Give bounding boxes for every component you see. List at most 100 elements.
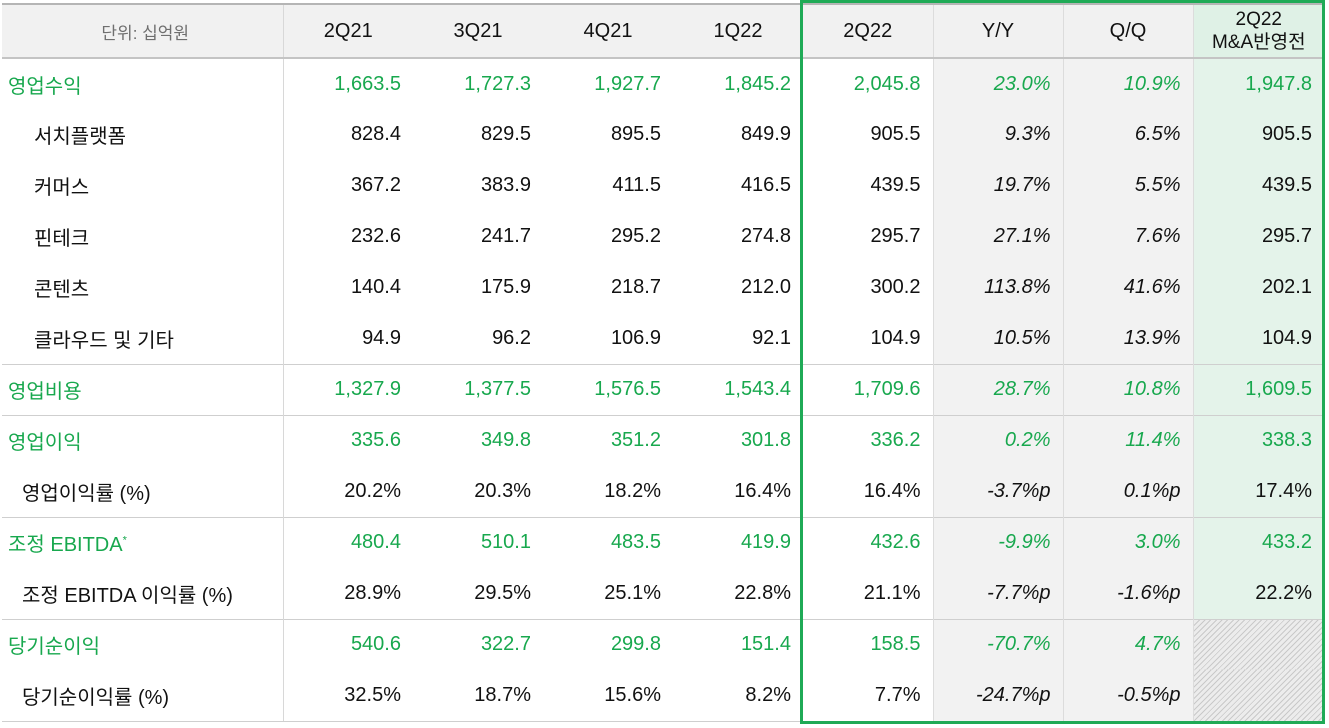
cell-yoy: 23.0%	[932, 58, 1063, 109]
cell-yoy: 10.5%	[932, 313, 1063, 364]
cell: 212.0	[740, 276, 791, 298]
cell: 16.4%	[863, 479, 921, 502]
row-label: 핀테크	[34, 228, 90, 250]
row-label: 영업이익률 (%)	[22, 482, 151, 505]
cell-pre-ma: 338.3	[1192, 414, 1324, 466]
cell: 21.1%	[863, 581, 921, 604]
cell: 349.8	[413, 414, 543, 466]
cell: 439.5	[870, 174, 921, 196]
row-search-platform: 서치플랫폼 828.4 829.5 895.5 849.9 905.5 9.3%…	[2, 109, 1324, 160]
cell: 8.2%	[673, 670, 803, 722]
row-label: 조정 EBITDA 이익률 (%)	[22, 584, 233, 607]
cell-yoy: 27.1%	[932, 211, 1063, 262]
cell: 295.7	[870, 225, 921, 247]
cell-qoq: -0.5%p	[1062, 670, 1193, 722]
cell: 411.5	[612, 174, 661, 196]
cell-yoy: -3.7%p	[932, 466, 1063, 517]
cell: 96.2	[492, 326, 531, 349]
row-label: 콘텐츠	[34, 279, 90, 301]
row-operating-margin: 영업이익률 (%) 20.2% 20.3% 18.2% 16.4% 16.4% …	[2, 466, 1324, 517]
cell-qoq: 5.5%	[1062, 160, 1193, 211]
cell: 351.2	[543, 414, 673, 466]
cell-qoq: 4.7%	[1062, 618, 1193, 670]
cell-yoy: 28.7%	[932, 363, 1063, 415]
cell: 2,045.8	[853, 72, 921, 95]
col-header-4q21: 4Q21	[543, 3, 673, 59]
row-label: 당기순이익	[2, 618, 283, 670]
col-header-2q22: 2Q22	[803, 3, 933, 59]
cell: 301.8	[673, 414, 803, 466]
cell: 92.1	[752, 326, 791, 349]
row-net-income: 당기순이익 540.6 322.7 299.8 151.4 158.5 -70.…	[2, 618, 1324, 670]
cell: 1,727.3	[464, 72, 531, 95]
cell: 94.9	[282, 313, 413, 364]
cell: 540.6	[282, 618, 413, 670]
cell: 905.5	[870, 123, 921, 145]
cell-pre-ma: 22.2%	[1192, 568, 1324, 619]
row-label: 서치플랫폼	[34, 126, 126, 148]
cell: 299.8	[543, 618, 673, 670]
cell: 15.6%	[543, 670, 673, 722]
row-label: 당기순이익률 (%)	[2, 670, 283, 722]
row-label-text: 조정 EBITDA	[8, 534, 123, 557]
col-header-pre-ma: 2Q22 M&A반영전	[1192, 3, 1324, 59]
col-header-qoq: Q/Q	[1062, 3, 1193, 59]
row-adjusted-ebitda-margin: 조정 EBITDA 이익률 (%) 28.9% 29.5% 25.1% 22.8…	[2, 568, 1324, 619]
cell-pre-ma: 104.9	[1192, 313, 1324, 364]
row-commerce: 커머스 367.2 383.9 411.5 416.5 439.5 19.7% …	[2, 160, 1324, 211]
row-label: 영업비용	[2, 363, 283, 415]
cell: 218.7	[610, 276, 661, 298]
financial-summary-table: 단위: 십억원 2Q21 3Q21 4Q21 1Q22 2Q22 Y/Y Q/Q…	[2, 3, 1324, 722]
cell: 22.8%	[734, 581, 791, 604]
col-header-2q21: 2Q21	[282, 3, 413, 59]
cell: 1,327.9	[282, 363, 413, 415]
cell: 1,927.7	[594, 72, 661, 95]
cell: 7.7%	[803, 670, 933, 722]
row-label: 영업이익	[2, 414, 283, 466]
row-cloud-etc: 클라우드 및 기타 94.9 96.2 106.9 92.1 104.9 10.…	[2, 313, 1324, 364]
cell: 151.4	[673, 618, 803, 670]
cell: 106.9	[610, 326, 661, 349]
cell: 18.2%	[604, 479, 661, 502]
cell-pre-ma: 202.1	[1192, 262, 1324, 313]
cell: 1,377.5	[413, 363, 543, 415]
cell-qoq: -1.6%p	[1062, 568, 1193, 619]
cell: 828.4	[282, 109, 413, 160]
row-contents: 콘텐츠 140.4 175.9 218.7 212.0 300.2 113.8%…	[2, 262, 1324, 313]
row-adjusted-ebitda: 조정 EBITDA* 480.4 510.1 483.5 419.9 432.6…	[2, 516, 1324, 568]
cell-pre-ma: 295.7	[1192, 211, 1324, 262]
cell-pre-ma: 1,947.8	[1192, 58, 1324, 109]
cell-qoq: 10.8%	[1062, 363, 1193, 415]
header-row: 단위: 십억원 2Q21 3Q21 4Q21 1Q22 2Q22 Y/Y Q/Q…	[2, 3, 1324, 59]
cell: 1,709.6	[803, 363, 933, 415]
row-operating-revenue: 영업수익 1,663.5 1,727.3 1,927.7 1,845.2 2,0…	[2, 58, 1324, 109]
row-label: 조정 EBITDA*	[2, 516, 283, 568]
cell-qoq: 3.0%	[1062, 516, 1193, 568]
cell-yoy: 0.2%	[932, 414, 1063, 466]
cell: 300.2	[870, 276, 921, 298]
cell: 849.9	[740, 123, 791, 145]
cell: 336.2	[803, 414, 933, 466]
row-net-margin: 당기순이익률 (%) 32.5% 18.7% 15.6% 8.2% 7.7% -…	[2, 670, 1324, 722]
cell: 419.9	[673, 516, 803, 568]
cell: 480.4	[282, 516, 413, 568]
cell-yoy: -70.7%	[932, 618, 1063, 670]
cell: 895.5	[610, 123, 661, 145]
cell-qoq: 41.6%	[1062, 262, 1193, 313]
cell: 104.9	[870, 326, 921, 349]
cell-qoq: 13.9%	[1062, 313, 1193, 364]
cell-qoq: 11.4%	[1062, 414, 1193, 466]
cell-yoy: -24.7%p	[932, 670, 1063, 722]
cell: 29.5%	[474, 581, 531, 604]
cell: 232.6	[282, 211, 413, 262]
cell-yoy: 113.8%	[932, 262, 1063, 313]
cell: 295.2	[610, 225, 661, 247]
cell-pre-ma: 905.5	[1192, 109, 1324, 160]
row-label: 영업수익	[8, 75, 82, 98]
cell: 158.5	[803, 618, 933, 670]
cell: 829.5	[480, 123, 531, 145]
cell: 20.2%	[282, 466, 413, 517]
cell-qoq: 0.1%p	[1062, 466, 1193, 517]
cell: 16.4%	[734, 479, 791, 502]
col-header-3q21: 3Q21	[413, 3, 543, 59]
